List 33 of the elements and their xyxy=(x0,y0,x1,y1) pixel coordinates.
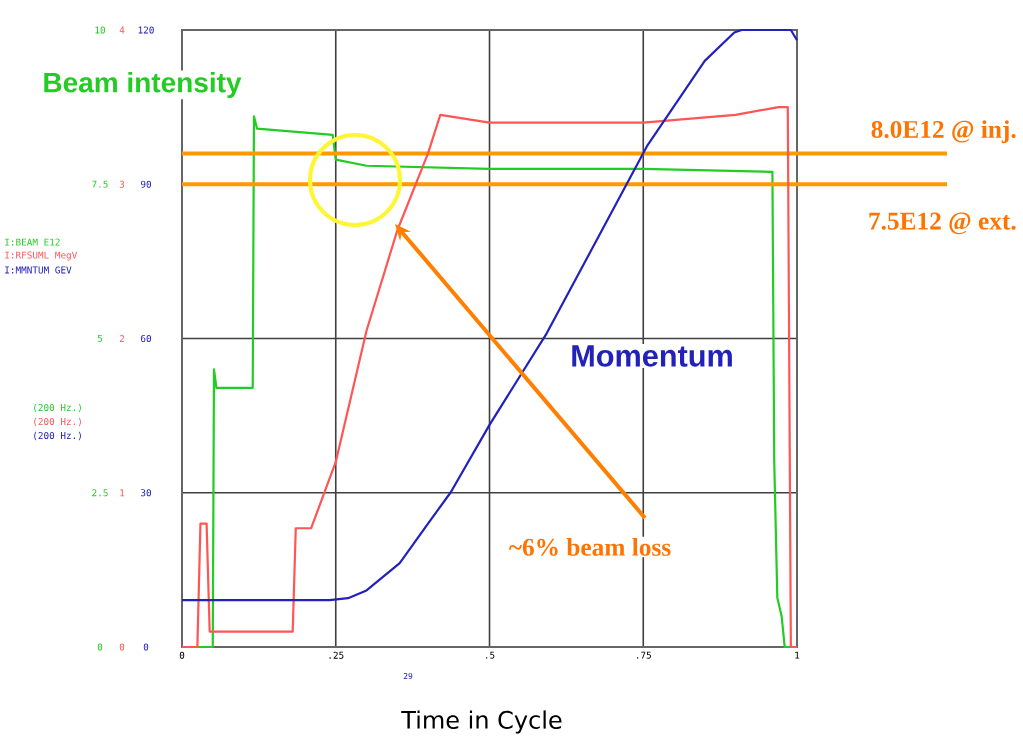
text: I:BEAM E12 xyxy=(5,238,60,246)
y2-tick-label: 0 xyxy=(119,643,125,651)
ref-line-label: 7.5E12 @ ext. xyxy=(869,212,1016,235)
x-tick-label: 1 xyxy=(795,651,800,659)
y-tick-label: 5 xyxy=(97,335,103,342)
y3-tick-label: 90 xyxy=(140,180,152,188)
x-axis-title: Time in Cycle xyxy=(401,710,562,734)
annotation: ~6% beam loss xyxy=(509,538,671,556)
x-tick-label: .25 xyxy=(329,651,344,659)
text: (200 Hz.) xyxy=(34,417,81,427)
x-tick-label: .5 xyxy=(486,651,495,659)
text: I:RFSUML MegV xyxy=(5,251,78,261)
series-label: Beam intensity xyxy=(44,71,242,99)
text: I:MMNTUM GEV xyxy=(5,266,72,274)
x-tick-label: 0 xyxy=(179,651,185,659)
y3-tick-label: 60 xyxy=(140,334,152,343)
y-tick-label: 7.5 xyxy=(92,180,108,188)
x-tick-label: .75 xyxy=(637,651,651,659)
y3-tick-label: 30 xyxy=(141,489,152,497)
ref-line-label: 8.0E12 @ inj. xyxy=(871,120,1016,144)
y3-tick-label: 120 xyxy=(138,26,154,34)
y2-tick-label: 1 xyxy=(120,489,125,497)
text: 29 xyxy=(403,672,413,680)
y-tick-label: 0 xyxy=(97,643,103,651)
y-tick-label: 2.5 xyxy=(92,489,108,497)
text: (200 Hz.) xyxy=(34,403,81,413)
y2-tick-label: 3 xyxy=(119,180,125,188)
text: (200 Hz.) xyxy=(34,431,81,441)
y2-tick-label: 2 xyxy=(119,335,125,342)
y-tick-label: 10 xyxy=(95,26,106,34)
y2-tick-label: 4 xyxy=(119,26,125,34)
y3-tick-label: 0 xyxy=(143,643,149,651)
series-label: Momentum xyxy=(572,345,732,367)
